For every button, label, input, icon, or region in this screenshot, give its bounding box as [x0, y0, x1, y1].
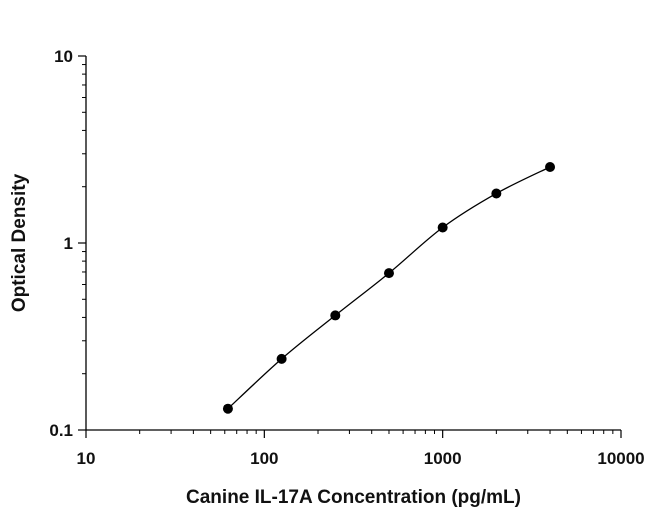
y-axis-title: Optical Density — [9, 173, 30, 312]
x-tick-label: 1000 — [424, 449, 462, 468]
data-point — [383, 268, 394, 279]
x-axis-title: Canine IL-17A Concentration (pg/mL) — [186, 487, 521, 508]
data-point — [222, 403, 233, 414]
x-tick-label: 100 — [250, 449, 278, 468]
data-points — [222, 161, 556, 414]
data-point — [491, 188, 502, 199]
x-tick-label: 10 — [77, 449, 96, 468]
y-tick-label: 1 — [64, 234, 73, 253]
data-point — [276, 353, 287, 364]
y-tick-label: 10 — [54, 47, 73, 66]
y-tick-label: 0.1 — [49, 421, 73, 440]
axis-ticks — [78, 55, 622, 438]
x-tick-label: 10000 — [597, 449, 644, 468]
data-point — [330, 310, 341, 321]
axes — [85, 56, 621, 431]
data-point — [545, 161, 556, 172]
fit-curve — [227, 166, 551, 410]
data-point — [437, 222, 448, 233]
tick-labels: 10 100 1000 10000 0.1 1 10 — [49, 47, 644, 468]
